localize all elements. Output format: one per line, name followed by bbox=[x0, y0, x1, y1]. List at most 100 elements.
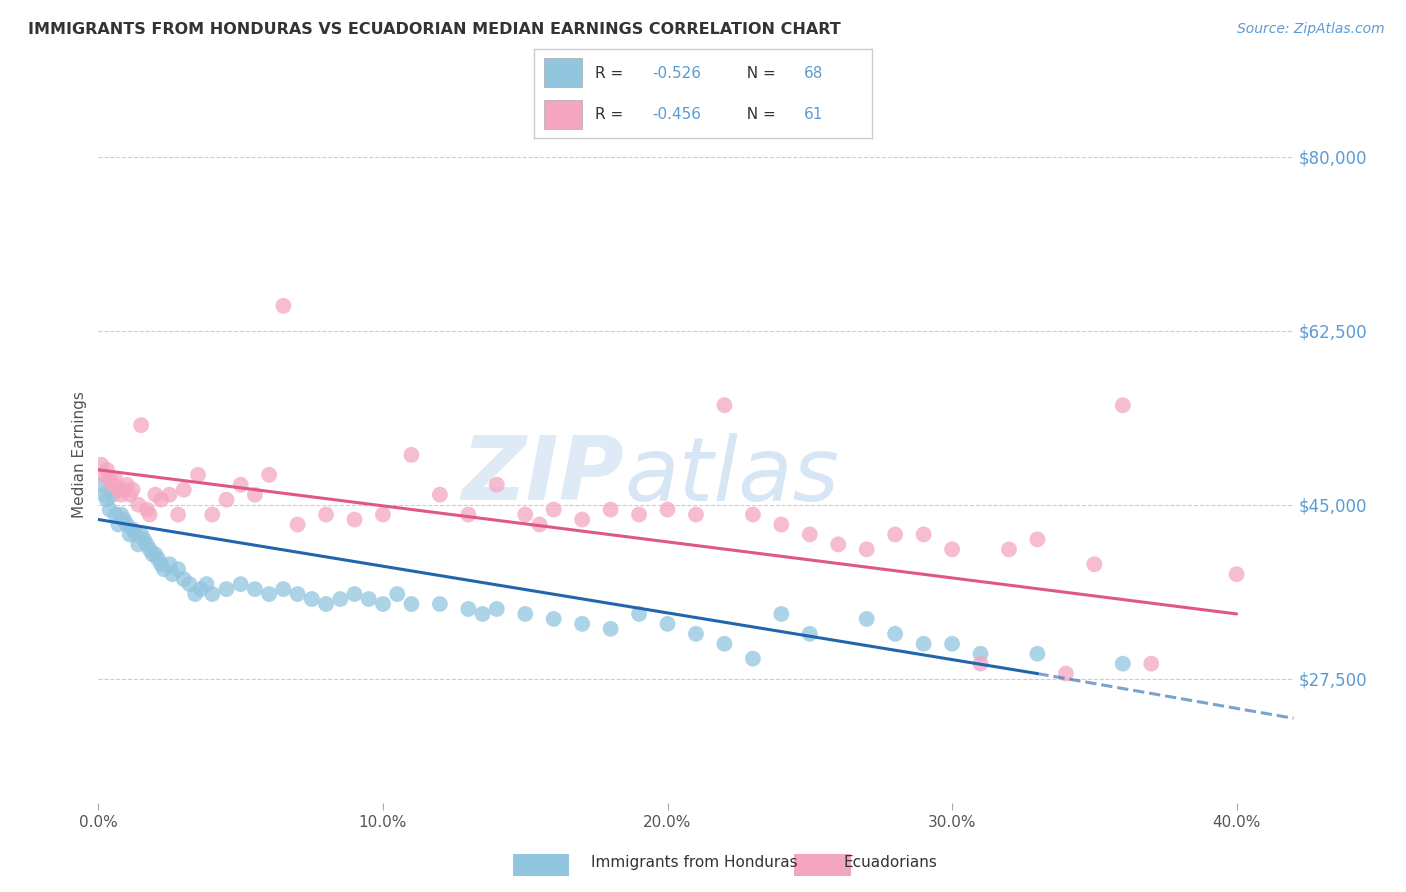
Point bbox=[385, 587, 409, 601]
Point bbox=[201, 587, 224, 601]
Point bbox=[912, 527, 935, 541]
Point bbox=[150, 492, 173, 507]
Point bbox=[135, 502, 157, 516]
Point bbox=[138, 542, 160, 557]
Point bbox=[884, 627, 907, 641]
Point bbox=[110, 488, 132, 502]
Point bbox=[457, 602, 479, 616]
Point bbox=[121, 523, 143, 537]
Point bbox=[343, 587, 366, 601]
Point bbox=[855, 612, 877, 626]
Point bbox=[799, 627, 821, 641]
Point bbox=[1026, 647, 1049, 661]
Point bbox=[190, 582, 212, 596]
Point bbox=[101, 477, 124, 491]
Point bbox=[429, 488, 451, 502]
Point bbox=[884, 527, 907, 541]
Point bbox=[243, 488, 266, 502]
Point bbox=[96, 492, 118, 507]
Point bbox=[90, 477, 112, 491]
Point bbox=[529, 517, 551, 532]
Point bbox=[315, 508, 337, 522]
Point bbox=[371, 597, 394, 611]
Point bbox=[173, 572, 195, 586]
Point bbox=[148, 552, 170, 566]
Point bbox=[770, 607, 793, 621]
Point bbox=[96, 463, 118, 477]
Point bbox=[118, 527, 141, 541]
Point bbox=[471, 607, 494, 621]
Point bbox=[143, 488, 166, 502]
Point bbox=[173, 483, 195, 497]
Point bbox=[287, 517, 309, 532]
Point bbox=[179, 577, 201, 591]
Point bbox=[201, 508, 224, 522]
Point bbox=[127, 537, 149, 551]
Point bbox=[1083, 558, 1105, 572]
Point bbox=[101, 488, 124, 502]
Point bbox=[229, 477, 252, 491]
Point bbox=[159, 488, 181, 502]
Point bbox=[115, 517, 138, 532]
Point bbox=[93, 488, 115, 502]
Point bbox=[1026, 533, 1049, 547]
Point bbox=[132, 533, 155, 547]
Point bbox=[107, 483, 129, 497]
Point bbox=[257, 467, 280, 482]
Point bbox=[401, 597, 423, 611]
Point bbox=[1112, 657, 1135, 671]
Point bbox=[129, 527, 152, 541]
Point bbox=[685, 627, 707, 641]
Point bbox=[162, 567, 184, 582]
Y-axis label: Median Earnings: Median Earnings bbox=[72, 392, 87, 518]
Text: 68: 68 bbox=[804, 66, 824, 80]
Point bbox=[515, 508, 537, 522]
Point bbox=[112, 512, 135, 526]
Point bbox=[187, 467, 209, 482]
Point bbox=[167, 508, 190, 522]
Point bbox=[215, 492, 238, 507]
Text: Ecuadorians: Ecuadorians bbox=[844, 855, 938, 870]
Point bbox=[1140, 657, 1163, 671]
Point bbox=[121, 483, 143, 497]
Text: N =: N = bbox=[737, 107, 780, 121]
Point bbox=[628, 508, 651, 522]
Point bbox=[124, 527, 146, 541]
Point bbox=[138, 508, 160, 522]
Point bbox=[98, 502, 121, 516]
Point bbox=[215, 582, 238, 596]
Point bbox=[599, 622, 621, 636]
Point bbox=[153, 562, 176, 576]
Point bbox=[287, 587, 309, 601]
Point bbox=[159, 558, 181, 572]
Point bbox=[118, 488, 141, 502]
Point bbox=[184, 587, 207, 601]
Point bbox=[685, 508, 707, 522]
Point bbox=[741, 508, 763, 522]
Point bbox=[93, 467, 115, 482]
Point bbox=[112, 483, 135, 497]
Text: Source: ZipAtlas.com: Source: ZipAtlas.com bbox=[1237, 22, 1385, 37]
Point bbox=[143, 547, 166, 561]
Point bbox=[628, 607, 651, 621]
Point bbox=[599, 502, 621, 516]
Point bbox=[104, 508, 127, 522]
Point bbox=[115, 477, 138, 491]
Text: -0.456: -0.456 bbox=[652, 107, 702, 121]
Point bbox=[1226, 567, 1249, 582]
Point bbox=[343, 512, 366, 526]
Point bbox=[150, 558, 173, 572]
Point bbox=[912, 637, 935, 651]
Point bbox=[457, 508, 479, 522]
Point bbox=[515, 607, 537, 621]
Point bbox=[827, 537, 849, 551]
Point bbox=[741, 651, 763, 665]
Point bbox=[104, 473, 127, 487]
Point bbox=[485, 477, 508, 491]
Point bbox=[167, 562, 190, 576]
Point bbox=[357, 592, 380, 607]
Text: R =: R = bbox=[595, 66, 628, 80]
Point bbox=[301, 592, 323, 607]
Point bbox=[90, 458, 112, 472]
Point bbox=[195, 577, 218, 591]
